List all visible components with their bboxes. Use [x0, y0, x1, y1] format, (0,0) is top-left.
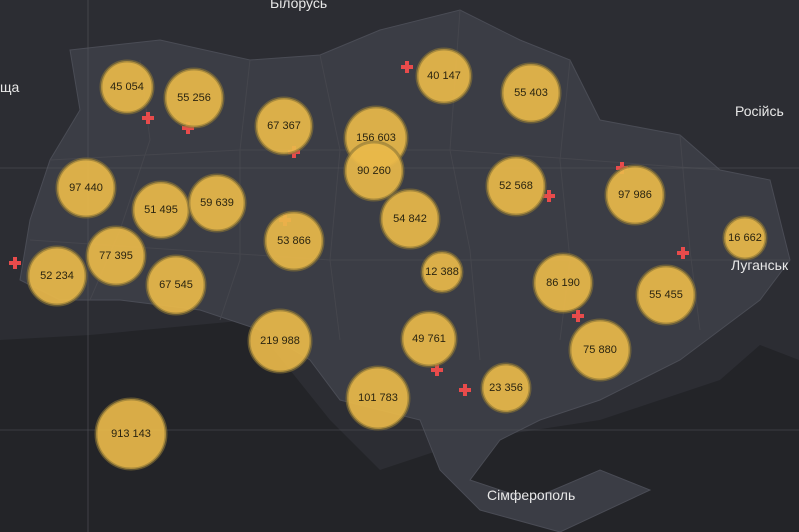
place-label: Російсь	[735, 103, 784, 119]
marker-bubble	[604, 164, 666, 226]
marker-label: 101 783	[358, 392, 398, 404]
marker-label: 67 367	[267, 120, 301, 132]
hospital-icon	[182, 122, 194, 134]
marker-label: 52 234	[40, 270, 74, 282]
marker-bubble	[55, 157, 117, 219]
marker-bubble	[247, 308, 313, 374]
place-label: Сімферополь	[487, 487, 575, 503]
marker-label: 23 356	[489, 382, 523, 394]
marker-bubble	[263, 210, 325, 272]
hospital-icon	[677, 247, 689, 259]
marker-label: 156 603	[356, 132, 396, 144]
marker-bubble	[145, 254, 207, 316]
marker-label: 45 054	[110, 81, 144, 93]
marker-bubble	[343, 140, 405, 202]
marker-label: 53 866	[277, 235, 311, 247]
hospital-icon	[543, 190, 555, 202]
marker-label: 51 495	[144, 204, 178, 216]
marker-label: 55 455	[649, 289, 683, 301]
marker-bubble	[400, 310, 458, 368]
marker-bubble	[722, 215, 768, 261]
marker-bubble	[85, 225, 147, 287]
markers: 45 054 55 256 67 367 156 603 90 260 40 147 55 …	[26, 47, 768, 471]
hospital-icon	[401, 61, 413, 73]
hospital-icon	[572, 310, 584, 322]
marker-label: 90 260	[357, 165, 391, 177]
marker-bubble	[500, 62, 562, 124]
marker-label: 75 880	[583, 344, 617, 356]
marker-label: 12 388	[425, 266, 459, 278]
marker-label: 16 662	[728, 232, 762, 244]
marker-label: 59 639	[200, 197, 234, 209]
place-label: Луганськ	[731, 257, 789, 273]
marker-label: 55 403	[514, 87, 548, 99]
hospital-icon	[9, 257, 21, 269]
places: Білорусь ща Російсь Луганськ Сімферополь	[0, 0, 789, 503]
marker-bubble	[94, 397, 168, 471]
marker-label: 97 986	[618, 189, 652, 201]
marker-label: 219 988	[260, 335, 300, 347]
marker-bubble	[415, 47, 473, 105]
marker-label: 55 256	[177, 92, 211, 104]
place-label: Білорусь	[270, 0, 327, 11]
marker-bubble	[635, 264, 697, 326]
marker-bubble	[420, 250, 464, 294]
marker-bubble	[568, 318, 632, 382]
marker-bubble	[254, 96, 314, 156]
hospital-icon	[459, 384, 471, 396]
marker-bubble	[345, 365, 411, 431]
marker-label: 77 395	[99, 250, 133, 262]
marker-bubble	[26, 245, 88, 307]
marker-label: 67 545	[159, 279, 193, 291]
marker-bubble	[379, 188, 441, 250]
marker-bubble	[480, 362, 532, 414]
marker-bubble	[99, 59, 155, 115]
marker-label: 52 568	[499, 180, 533, 192]
marker-bubble	[485, 155, 547, 217]
marker-label: 86 190	[546, 277, 580, 289]
place-label: ща	[0, 79, 20, 95]
marker-label: 49 761	[412, 333, 446, 345]
marker-bubble	[187, 173, 247, 233]
marker-bubble	[532, 252, 594, 314]
marker-label: 40 147	[427, 70, 461, 82]
hospital-icon	[431, 364, 443, 376]
marker-label: 97 440	[69, 182, 103, 194]
marker-label: 913 143	[111, 428, 151, 440]
marker-label: 54 842	[393, 213, 427, 225]
hospital-icon	[142, 112, 154, 124]
marker-bubble	[163, 67, 225, 129]
